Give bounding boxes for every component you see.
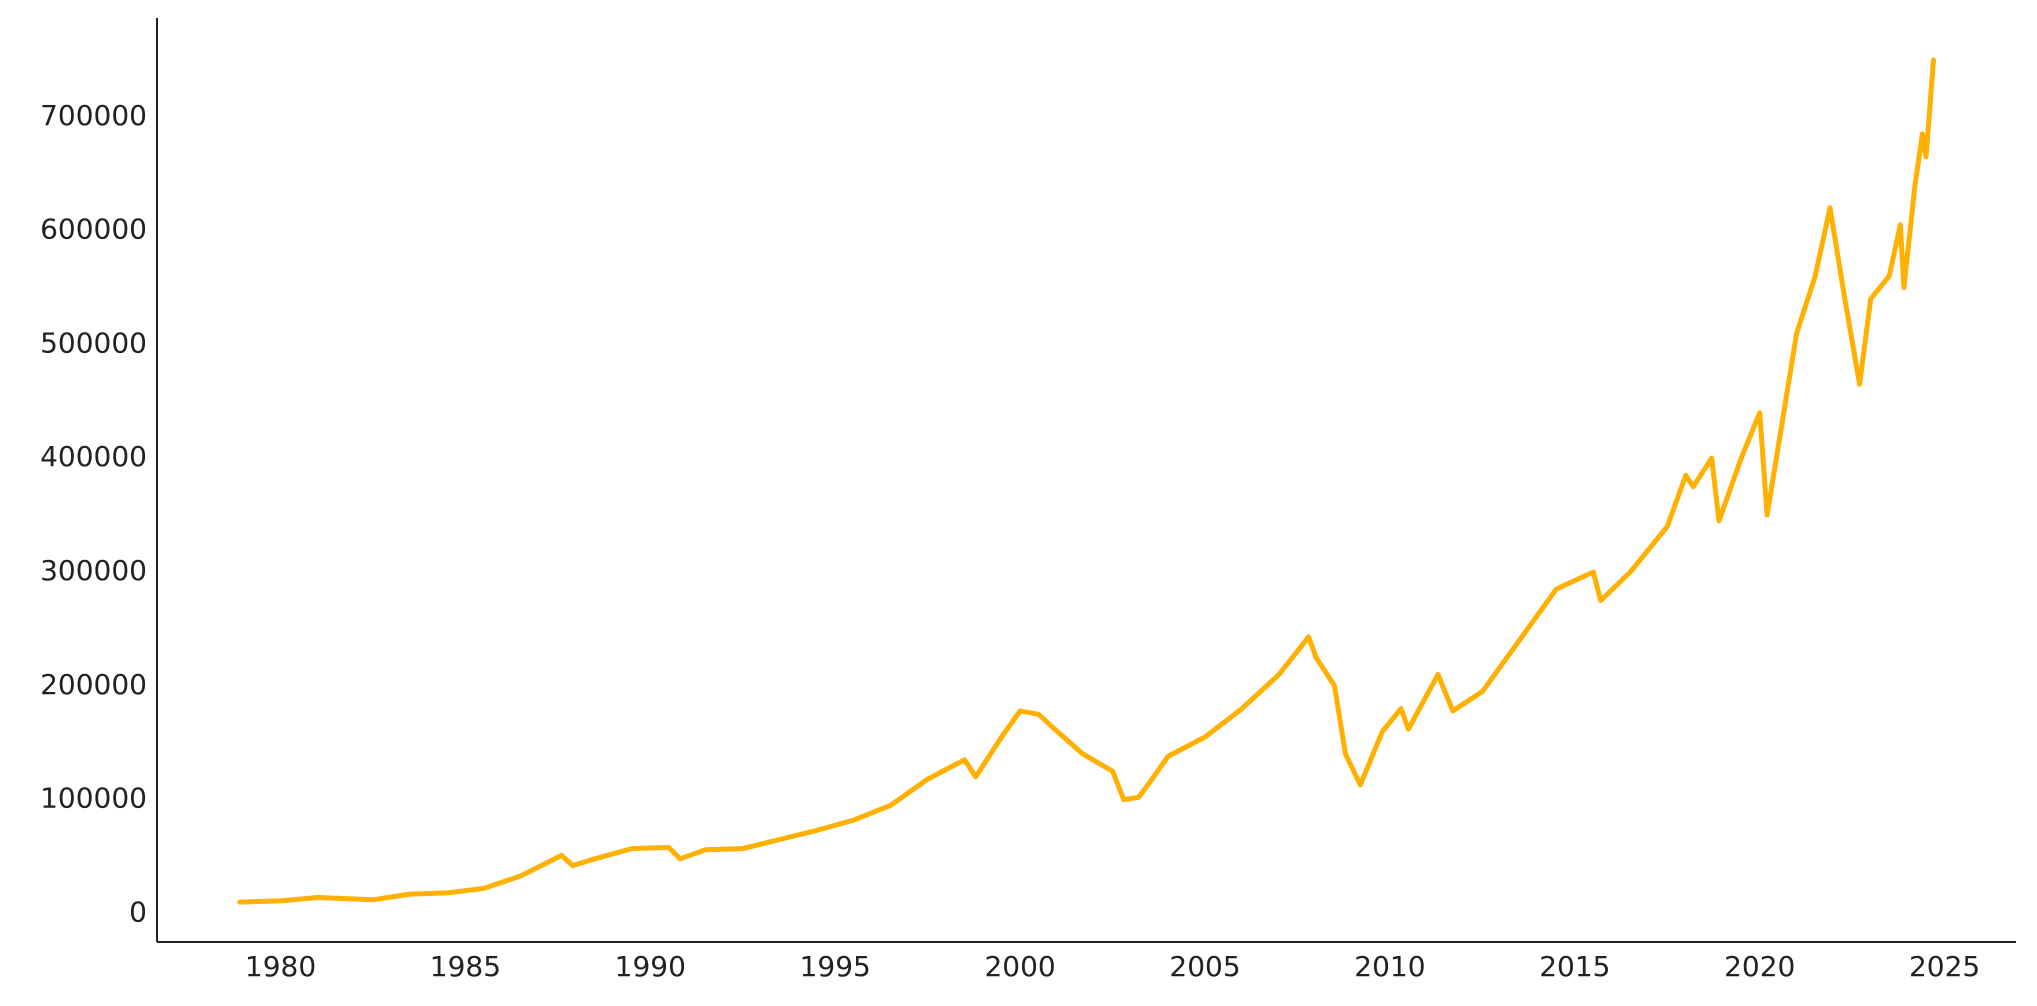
x-tick-label: 1985 [430,950,501,983]
x-tick-label: 2015 [1539,950,1610,983]
y-tick-label: 500000 [40,326,147,359]
line [237,57,1936,905]
y-tick-label: 200000 [40,668,147,701]
y-tick-label: 600000 [40,213,147,246]
x-tick-label: 1980 [245,950,316,983]
x-tick-label: 2025 [1909,950,1980,983]
y-tick-label: 0 [129,895,147,928]
x-tick-label: 2005 [1169,950,1240,983]
x-tick-label: 1995 [800,950,871,983]
x-tick-label: 1990 [615,950,686,983]
y-tick-label: 400000 [40,440,147,473]
y-tick-label: 300000 [40,554,147,587]
x-tick-label: 2010 [1354,950,1425,983]
x-tick-label: 2000 [984,950,1055,983]
y-tick-label: 700000 [40,99,147,132]
x-tick-label: 2020 [1724,950,1795,983]
y-tick-label: 100000 [40,782,147,815]
